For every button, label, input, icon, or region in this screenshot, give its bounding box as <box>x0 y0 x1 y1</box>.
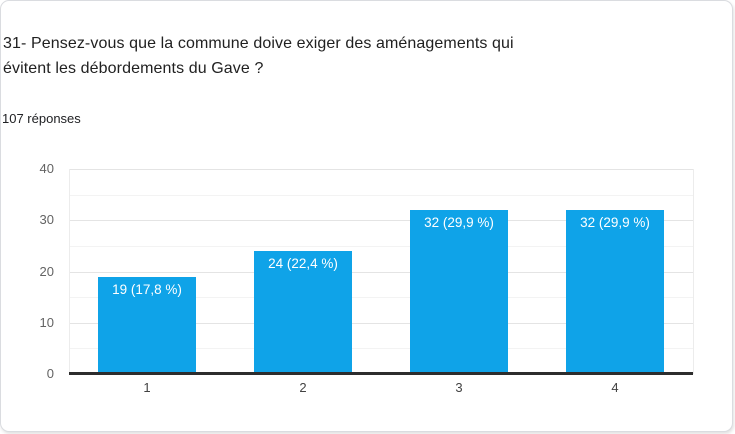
gridline <box>69 246 693 247</box>
y-tick-label: 20 <box>39 264 54 279</box>
responses-count: 107 réponses <box>2 111 81 126</box>
x-tick-label: 1 <box>143 380 151 395</box>
gridline <box>69 195 693 196</box>
x-tick-label: 4 <box>611 380 619 395</box>
gridline <box>69 297 693 298</box>
gridline <box>69 220 693 221</box>
x-tick-label: 3 <box>455 380 463 395</box>
plot-right-edge <box>693 169 694 374</box>
y-tick-label: 40 <box>39 161 54 176</box>
question-title-line-1: 31- Pensez-vous que la commune doive exi… <box>3 35 514 52</box>
y-tick-label: 10 <box>39 315 54 330</box>
bar-value-label: 19 (17,8 %) <box>112 282 182 297</box>
bar-value-label: 32 (29,9 %) <box>424 215 494 230</box>
gridline <box>69 348 693 349</box>
plot-left-edge <box>69 169 70 374</box>
gridline <box>69 272 693 273</box>
gridline <box>69 323 693 324</box>
bar-value-label: 24 (22,4 %) <box>268 256 338 271</box>
y-tick-label: 0 <box>46 366 54 381</box>
bar-4[interactable]: 32 (29,9 %) <box>566 210 664 374</box>
y-tick-label: 30 <box>39 212 54 227</box>
bar-3[interactable]: 32 (29,9 %) <box>410 210 508 374</box>
bar-1[interactable]: 19 (17,8 %) <box>98 277 196 374</box>
bar-2[interactable]: 24 (22,4 %) <box>254 251 352 374</box>
x-tick-label: 2 <box>299 380 307 395</box>
x-axis-line <box>69 372 693 375</box>
question-title: 31- Pensez-vous que la commune doive exi… <box>3 31 514 81</box>
bar-value-label: 32 (29,9 %) <box>580 215 650 230</box>
gridline <box>69 169 693 170</box>
question-title-line-2: évitent les débordements du Gave ? <box>3 60 264 77</box>
